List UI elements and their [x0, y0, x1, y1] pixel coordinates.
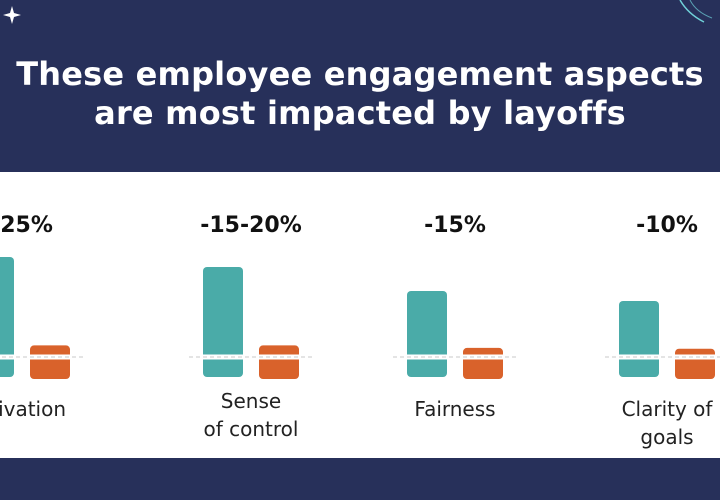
category-label-3-line-0: Clarity of: [622, 397, 714, 421]
bar-teal-0: [0, 257, 14, 377]
change-label-3: -10%: [636, 213, 698, 238]
footer-band: [0, 458, 720, 500]
category-label-2-line-0: Fairness: [414, 397, 495, 421]
title-line-2: are most impacted by layoffs: [94, 94, 626, 132]
category-label-0-line-0: otivation: [0, 397, 66, 421]
category-label-3-line-1: goals: [640, 425, 693, 449]
bar-chart: -25% otivation -15-20% Sense of control -15% F…: [0, 213, 720, 449]
change-label-2: -15%: [424, 213, 486, 238]
change-label-0: -25%: [0, 213, 53, 238]
header: These employee engagement aspects are mo…: [0, 0, 720, 172]
bar-teal-2: [407, 291, 447, 377]
bar-orange-1: [259, 345, 299, 379]
decorative-streaks-icon: [679, 0, 713, 23]
title-line-1: These employee engagement aspects: [16, 55, 704, 93]
bar-orange-2: [463, 347, 503, 379]
change-label-1: -15-20%: [200, 213, 302, 238]
category-label-1-line-1: of control: [204, 417, 299, 441]
bar-teal-3: [619, 301, 659, 377]
bar-teal-1: [203, 267, 243, 377]
bar-orange-3: [675, 348, 715, 379]
sparkle-icon: [3, 6, 21, 24]
bar-orange-0: [30, 345, 70, 379]
category-label-1-line-0: Sense: [221, 389, 281, 413]
chart-panel: -25% otivation -15-20% Sense of control -15% F…: [0, 172, 720, 458]
